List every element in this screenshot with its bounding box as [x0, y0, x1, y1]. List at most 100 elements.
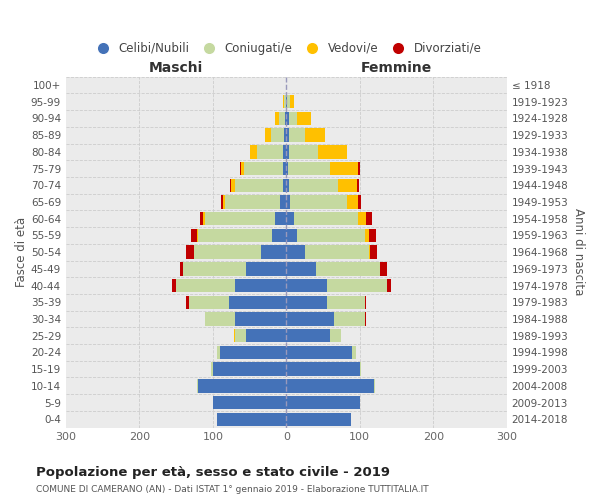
Bar — [305, 246, 368, 259]
Bar — [217, 346, 220, 359]
Bar — [286, 162, 288, 175]
Bar — [285, 112, 286, 125]
Bar — [223, 196, 226, 208]
Bar — [221, 196, 223, 208]
Bar — [284, 128, 286, 142]
Bar — [286, 412, 351, 426]
Bar — [172, 279, 176, 292]
Bar — [358, 196, 361, 208]
Bar — [188, 296, 229, 309]
Bar — [241, 162, 244, 175]
Bar — [289, 112, 298, 125]
Bar — [283, 178, 286, 192]
Bar — [211, 362, 213, 376]
Legend: Celibi/Nubili, Coniugati/e, Vedovi/e, Divorziati/e: Celibi/Nubili, Coniugati/e, Vedovi/e, Di… — [86, 37, 487, 60]
Text: Maschi: Maschi — [149, 61, 203, 75]
Bar — [235, 279, 286, 292]
Bar — [271, 128, 284, 142]
Bar — [298, 228, 365, 242]
Bar — [368, 246, 370, 259]
Bar — [287, 95, 290, 108]
Bar — [286, 145, 289, 158]
Bar — [286, 312, 334, 326]
Bar — [187, 246, 194, 259]
Bar — [286, 246, 305, 259]
Bar — [198, 228, 272, 242]
Bar — [213, 396, 286, 409]
Bar — [226, 196, 280, 208]
Bar — [283, 145, 286, 158]
Bar — [198, 379, 286, 392]
Bar — [286, 379, 374, 392]
Bar — [286, 296, 327, 309]
Bar — [334, 312, 365, 326]
Bar — [246, 329, 286, 342]
Bar — [365, 312, 367, 326]
Bar — [286, 346, 352, 359]
Bar — [347, 196, 358, 208]
Bar — [231, 178, 235, 192]
Bar — [380, 262, 387, 276]
Bar — [220, 346, 286, 359]
Bar — [365, 212, 371, 226]
Bar — [286, 396, 360, 409]
Bar — [331, 329, 341, 342]
Bar — [387, 279, 391, 292]
Bar — [257, 145, 283, 158]
Bar — [260, 246, 286, 259]
Bar — [200, 212, 203, 226]
Bar — [358, 212, 365, 226]
Bar — [286, 196, 290, 208]
Bar — [283, 95, 284, 108]
Bar — [286, 95, 287, 108]
Bar — [365, 296, 367, 309]
Bar — [352, 346, 356, 359]
Bar — [331, 162, 358, 175]
Bar — [365, 228, 368, 242]
Bar — [250, 145, 257, 158]
Bar — [217, 412, 286, 426]
Bar — [234, 329, 235, 342]
Bar — [286, 228, 298, 242]
Bar — [286, 112, 289, 125]
Bar — [305, 128, 325, 142]
Bar — [275, 212, 286, 226]
Bar — [229, 296, 286, 309]
Bar — [374, 379, 375, 392]
Bar — [180, 262, 184, 276]
Bar — [246, 262, 286, 276]
Bar — [290, 95, 293, 108]
Bar — [288, 162, 331, 175]
Bar — [286, 362, 360, 376]
Bar — [289, 178, 338, 192]
Bar — [360, 362, 361, 376]
Bar — [197, 379, 198, 392]
Bar — [280, 196, 286, 208]
Bar — [275, 112, 279, 125]
Bar — [338, 178, 357, 192]
Bar — [290, 196, 347, 208]
Bar — [235, 178, 283, 192]
Bar — [194, 246, 260, 259]
Bar — [327, 279, 387, 292]
Bar — [265, 128, 271, 142]
Bar — [272, 228, 286, 242]
Bar — [286, 178, 289, 192]
Bar — [293, 212, 358, 226]
Bar — [283, 162, 286, 175]
Y-axis label: Anni di nascita: Anni di nascita — [572, 208, 585, 296]
Text: Femmine: Femmine — [361, 61, 432, 75]
Bar — [235, 312, 286, 326]
Bar — [286, 329, 331, 342]
Bar — [244, 162, 283, 175]
Bar — [358, 162, 360, 175]
Bar — [289, 145, 318, 158]
Bar — [279, 112, 285, 125]
Text: COMUNE DI CAMERANO (AN) - Dati ISTAT 1° gennaio 2019 - Elaborazione TUTTITALIA.I: COMUNE DI CAMERANO (AN) - Dati ISTAT 1° … — [36, 484, 428, 494]
Bar — [230, 178, 231, 192]
Bar — [240, 162, 241, 175]
Text: Popolazione per età, sesso e stato civile - 2019: Popolazione per età, sesso e stato civil… — [36, 466, 390, 479]
Bar — [368, 228, 376, 242]
Bar — [205, 312, 235, 326]
Bar — [284, 95, 286, 108]
